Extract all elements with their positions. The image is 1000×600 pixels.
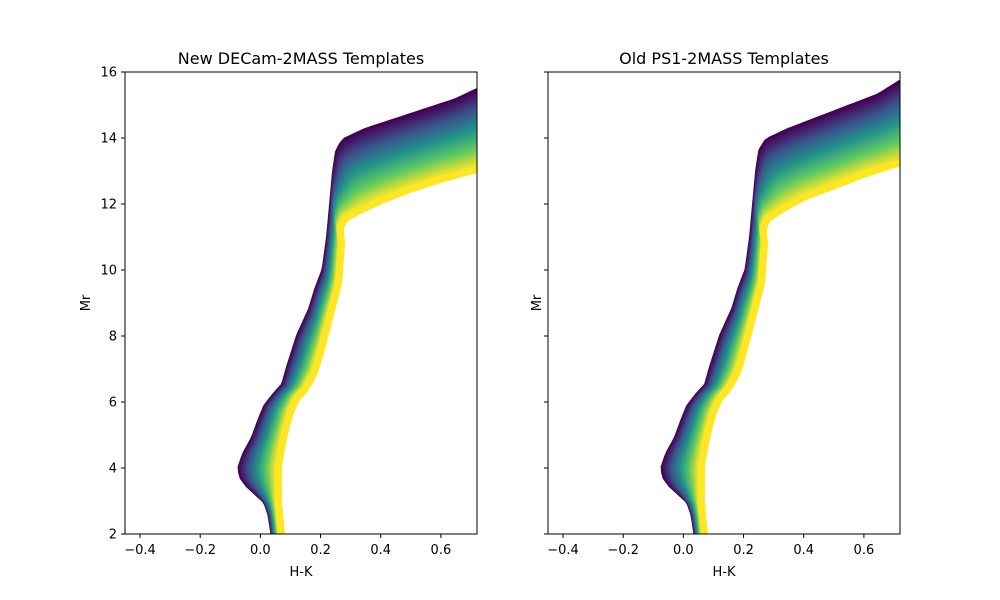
x-tick-label: 0.6 [431,543,452,558]
x-tick-label: −0.2 [184,543,216,558]
plot-frame [124,71,478,535]
x-tick-label: −0.4 [547,543,579,558]
y-tick-label: 12 [100,198,117,213]
x-axis: −0.4 −0.2 0.0 0.2 0.4 0.6 [547,534,874,558]
x-tick-label: 0.2 [310,543,331,558]
panel-right: Old PS1-2MASS Templates −0.4 −0.2 0.0 0.2 0.… [530,49,901,580]
y-axis: 2 4 6 8 10 12 14 16 [100,66,125,543]
x-tick-label: 0.0 [673,543,694,558]
x-tick-label: 0.0 [250,543,271,558]
y-tick-label: 8 [109,330,117,345]
panel-left: New DECam-2MASS Templates −0.4 −0.2 0.0 0.2… [79,49,478,580]
series-line [274,165,477,534]
chart-title: New DECam-2MASS Templates [178,49,424,68]
plot-frame [547,71,901,535]
series-group [660,80,900,534]
x-tick-label: −0.4 [124,543,156,558]
y-axis-label: Mr [530,294,545,311]
y-axis [544,71,548,535]
y-tick-label: 4 [109,462,117,477]
y-tick-label: 6 [109,396,117,411]
x-tick-label: 0.6 [854,543,875,558]
y-tick-label: 14 [100,132,117,147]
x-tick-label: −0.2 [607,543,639,558]
x-axis-label: H-K [713,565,736,580]
series-group [237,88,477,534]
y-axis-label: Mr [79,294,94,311]
x-tick-label: 0.4 [370,543,391,558]
x-axis: −0.4 −0.2 0.0 0.2 0.4 0.6 [124,534,451,558]
x-tick-label: 0.2 [733,543,754,558]
y-tick-label: 2 [109,528,117,543]
x-tick-label: 0.4 [793,543,814,558]
y-tick-label: 16 [100,66,117,81]
x-axis-label: H-K [290,565,313,580]
chart-title: Old PS1-2MASS Templates [619,49,829,68]
series-line [697,159,900,534]
y-tick-label: 10 [100,264,117,279]
